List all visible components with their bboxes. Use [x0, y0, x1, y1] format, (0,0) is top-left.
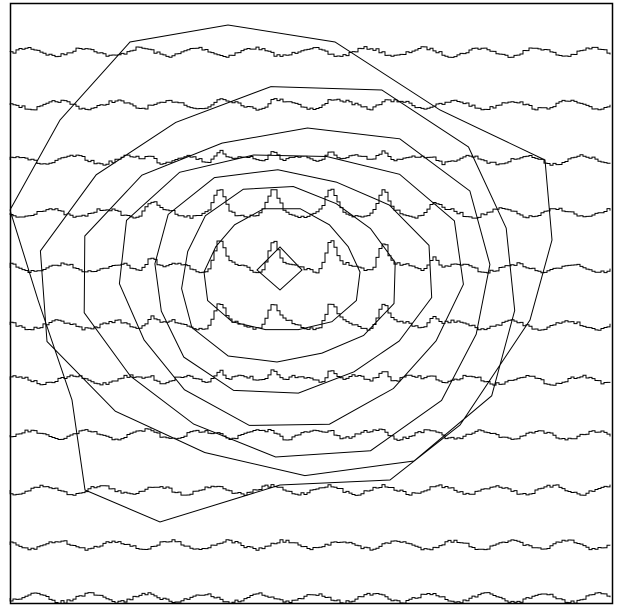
trace [10, 429, 610, 441]
trace [10, 304, 610, 330]
contour [155, 170, 432, 393]
trace [10, 593, 610, 604]
frame [11, 4, 613, 604]
plot [0, 0, 623, 605]
page: (() => { const svg = document.getElement… [0, 0, 623, 605]
trace [10, 540, 610, 551]
contour [182, 187, 396, 363]
trace [10, 241, 610, 273]
trace [10, 370, 610, 385]
trace [10, 485, 610, 496]
contour [84, 128, 490, 457]
contour [40, 87, 514, 476]
contour [119, 155, 463, 425]
trace [10, 47, 610, 58]
trace [10, 150, 610, 165]
trace [10, 99, 610, 111]
